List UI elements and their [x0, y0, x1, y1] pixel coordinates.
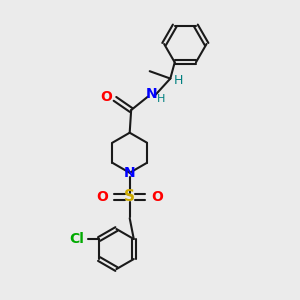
Text: O: O: [97, 190, 109, 204]
Text: N: N: [146, 88, 157, 101]
Text: H: H: [157, 94, 165, 104]
Text: H: H: [173, 74, 183, 86]
Text: N: N: [124, 166, 136, 180]
Text: Cl: Cl: [70, 232, 84, 246]
Text: O: O: [151, 190, 163, 204]
Text: S: S: [124, 189, 135, 204]
Text: O: O: [101, 90, 112, 104]
